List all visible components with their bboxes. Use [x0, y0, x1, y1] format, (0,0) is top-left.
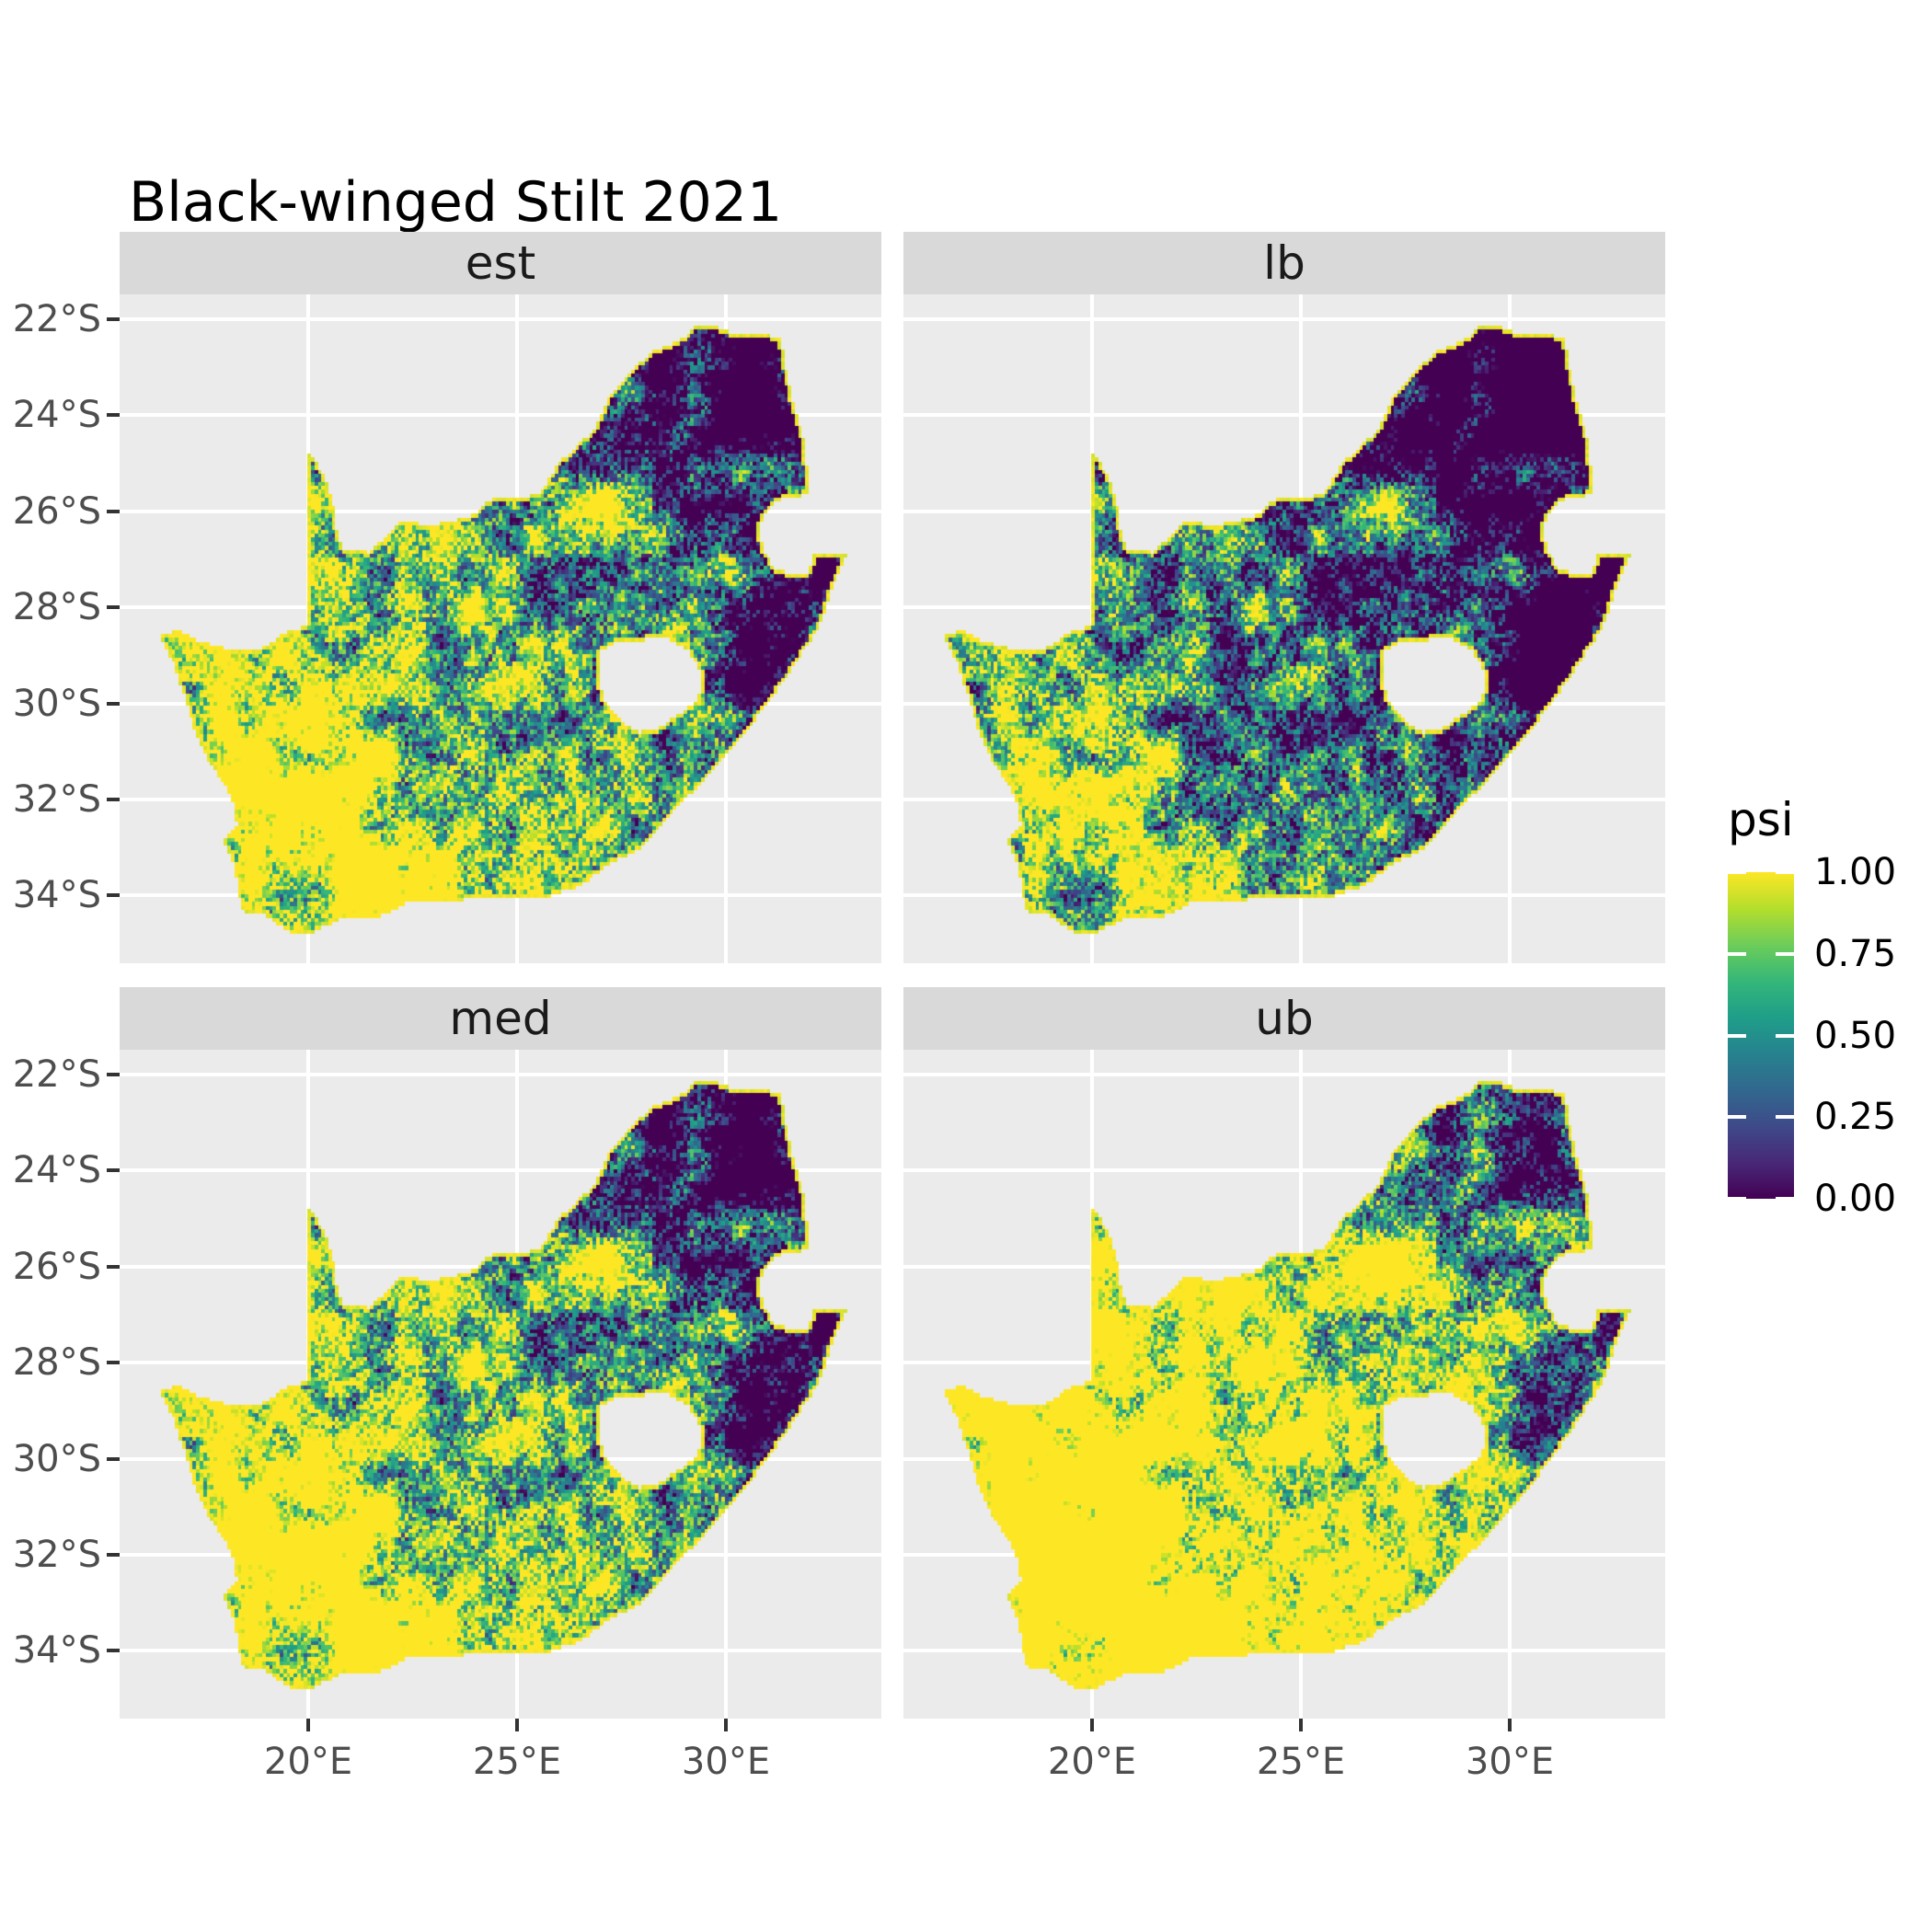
- x-tick-mark: [306, 1719, 310, 1731]
- plot-title: Black-winged Stilt 2021: [129, 170, 783, 235]
- raster-map-ub: [903, 1050, 1665, 1719]
- facet-strip-med: med: [120, 987, 881, 1050]
- legend-tick-mark: [1776, 870, 1794, 874]
- legend-tick-label: 0.75: [1814, 932, 1897, 975]
- x-tick-mark: [1299, 1719, 1303, 1731]
- x-tick-mark: [1508, 1719, 1512, 1731]
- x-tick-label: 30°E: [1465, 1741, 1555, 1783]
- map-panel-med: [120, 1050, 881, 1719]
- facet-strip-label-med: med: [449, 992, 552, 1045]
- y-tick-mark: [107, 702, 120, 706]
- x-tick-mark: [515, 1719, 519, 1731]
- x-tick-label: 20°E: [263, 1741, 353, 1783]
- legend-tick-mark: [1776, 1115, 1794, 1120]
- y-tick-label: 24°S: [12, 394, 101, 436]
- y-tick-mark: [107, 605, 120, 609]
- y-tick-label: 24°S: [12, 1149, 101, 1191]
- y-tick-label: 30°S: [12, 1438, 101, 1480]
- x-tick-label: 25°E: [472, 1741, 562, 1783]
- y-tick-mark: [107, 893, 120, 897]
- legend-tick-label: 1.00: [1814, 851, 1897, 893]
- raster-map-med: [120, 1050, 881, 1719]
- legend-tick-label: 0.25: [1814, 1096, 1897, 1139]
- x-tick-label: 25°E: [1256, 1741, 1346, 1783]
- y-tick-label: 34°S: [12, 874, 101, 916]
- y-tick-mark: [107, 1361, 120, 1364]
- legend-tick-mark: [1728, 870, 1746, 874]
- x-tick-label: 30°E: [681, 1741, 771, 1783]
- y-tick-label: 28°S: [12, 1341, 101, 1384]
- y-tick-label: 22°S: [12, 1053, 101, 1096]
- y-tick-mark: [107, 413, 120, 417]
- y-tick-label: 26°S: [12, 490, 101, 533]
- legend-tick-mark: [1776, 1197, 1794, 1201]
- y-tick-label: 22°S: [12, 298, 101, 340]
- y-tick-mark: [107, 1553, 120, 1557]
- y-tick-label: 32°S: [12, 1534, 101, 1576]
- y-tick-mark: [107, 1649, 120, 1652]
- facet-strip-ub: ub: [903, 987, 1665, 1050]
- y-tick-label: 30°S: [12, 683, 101, 725]
- legend-tick-mark: [1776, 951, 1794, 956]
- y-tick-mark: [107, 1265, 120, 1269]
- y-tick-mark: [107, 317, 120, 321]
- y-tick-mark: [107, 1168, 120, 1172]
- raster-map-lb: [903, 294, 1665, 963]
- facet-strip-lb: lb: [903, 232, 1665, 294]
- facet-strip-label-lb: lb: [1263, 236, 1305, 290]
- facet-strip-label-est: est: [465, 236, 536, 290]
- legend-tick-mark: [1728, 951, 1746, 956]
- y-tick-mark: [107, 1457, 120, 1461]
- x-tick-mark: [1090, 1719, 1094, 1731]
- y-tick-mark: [107, 1073, 120, 1076]
- y-tick-label: 32°S: [12, 778, 101, 821]
- legend-tick-mark: [1728, 1197, 1746, 1201]
- legend-tick-mark: [1776, 1033, 1794, 1038]
- legend-tick-mark: [1728, 1033, 1746, 1038]
- map-panel-ub: [903, 1050, 1665, 1719]
- y-tick-label: 28°S: [12, 586, 101, 628]
- x-tick-label: 20°E: [1047, 1741, 1137, 1783]
- map-panel-lb: [903, 294, 1665, 963]
- facet-strip-label-ub: ub: [1255, 992, 1314, 1045]
- y-tick-label: 34°S: [12, 1629, 101, 1672]
- legend-tick-label: 0.50: [1814, 1014, 1897, 1057]
- map-panel-est: [120, 294, 881, 963]
- facet-strip-est: est: [120, 232, 881, 294]
- legend-title: psi: [1728, 793, 1794, 846]
- x-tick-mark: [724, 1719, 728, 1731]
- y-tick-mark: [107, 510, 120, 513]
- raster-map-est: [120, 294, 881, 963]
- legend-tick-mark: [1728, 1115, 1746, 1120]
- legend-tick-label: 0.00: [1814, 1178, 1897, 1220]
- y-tick-mark: [107, 798, 120, 801]
- y-tick-label: 26°S: [12, 1246, 101, 1288]
